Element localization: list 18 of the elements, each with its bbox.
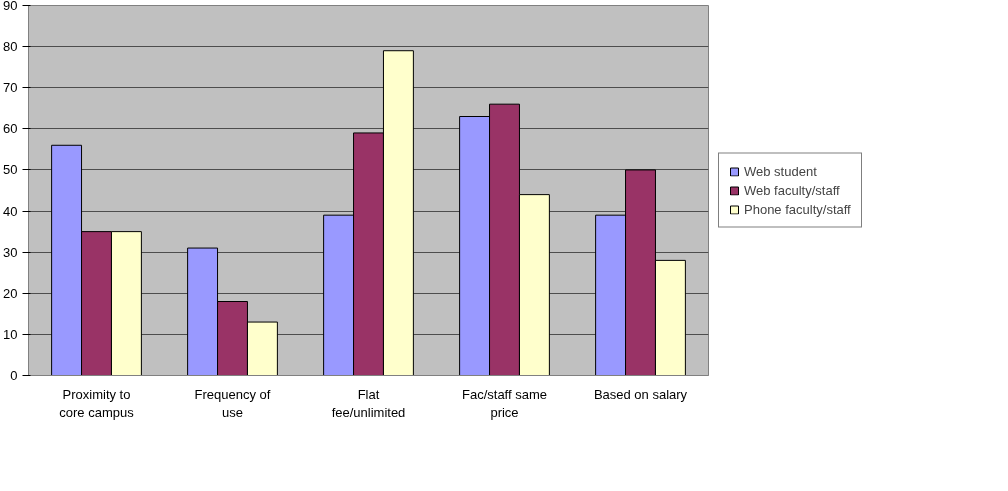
y-tick-label: 20 [3,285,18,301]
legend-label: Web student [744,163,817,179]
x-tick-label: Proximity to core campus [59,386,135,420]
y-tick-label: 10 [3,326,18,342]
x-tick-label: Flat fee/unlimited [331,386,406,420]
legend-label: Phone faculty/staff [744,201,851,217]
y-tick-label: 40 [3,203,18,219]
y-tick-label: 90 [3,0,18,13]
y-tick-label: 60 [3,121,18,137]
y-tick-label: 80 [3,39,18,55]
y-tick-label: 0 [10,368,18,383]
y-tick-label: 70 [3,80,18,96]
legend-label: Web faculty/staff [744,182,840,198]
y-tick-label: 30 [3,244,18,260]
x-tick-label: Based on salary [593,386,688,402]
x-tick-label: Frequency of use [194,386,271,420]
y-tick-label: 50 [3,162,18,178]
x-tick-label: Fac/staff same price [461,386,548,420]
